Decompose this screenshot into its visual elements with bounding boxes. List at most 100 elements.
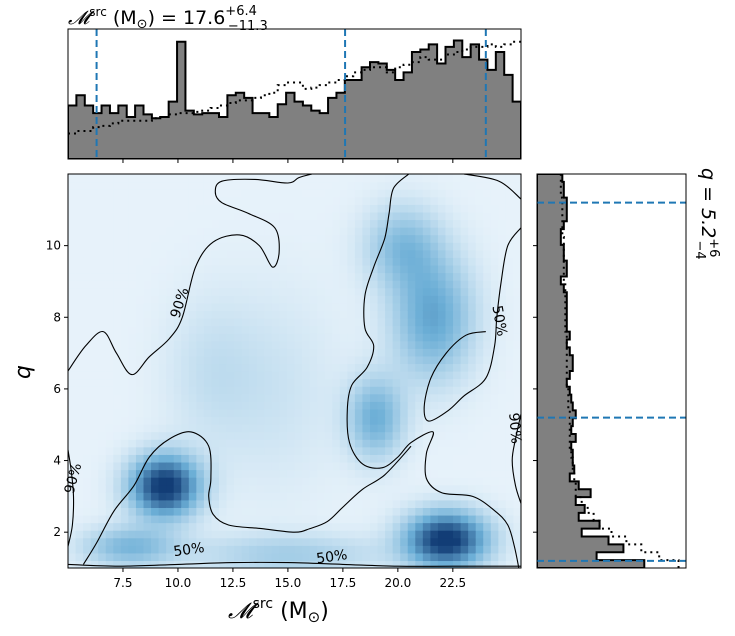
density-cell xyxy=(264,545,273,554)
density-cell xyxy=(279,234,288,243)
density-cell xyxy=(203,280,213,289)
density-cell xyxy=(505,545,515,554)
density-cell xyxy=(302,302,311,311)
density-cell xyxy=(332,272,341,281)
density-cell xyxy=(437,393,447,402)
density-cell xyxy=(377,249,386,258)
density-cell xyxy=(120,446,129,455)
density-cell xyxy=(445,386,454,395)
density-cell xyxy=(490,264,499,274)
density-cell xyxy=(211,514,220,524)
density-cell xyxy=(490,272,499,281)
density-cell xyxy=(120,204,129,213)
density-cell xyxy=(400,431,409,440)
density-cell xyxy=(219,287,228,296)
density-cell xyxy=(347,333,356,342)
density-cell xyxy=(468,454,477,463)
density-cell xyxy=(226,348,235,357)
density-cell xyxy=(309,378,318,387)
density-cell xyxy=(196,333,205,342)
density-cell xyxy=(347,386,356,395)
density-cell xyxy=(294,545,303,554)
density-cell xyxy=(68,325,77,334)
density-cell xyxy=(392,242,401,251)
density-cell xyxy=(113,424,122,433)
density-cell xyxy=(354,386,364,395)
density-cell xyxy=(422,424,431,433)
density-cell xyxy=(430,333,439,342)
density-cell xyxy=(385,325,394,334)
density-cell xyxy=(483,401,492,410)
density-cell xyxy=(83,386,92,395)
density-cell xyxy=(196,454,205,463)
density-cell xyxy=(513,499,521,508)
density-cell xyxy=(437,416,447,425)
density-cell xyxy=(294,507,303,516)
density-cell xyxy=(430,461,439,471)
density-cell xyxy=(354,363,364,372)
density-cell xyxy=(75,272,84,281)
density-cell xyxy=(271,348,280,357)
density-cell xyxy=(422,325,431,334)
density-cell xyxy=(234,272,243,281)
density-cell xyxy=(271,174,280,183)
density-cell xyxy=(143,416,152,425)
density-cell xyxy=(437,461,447,471)
density-cell xyxy=(294,514,303,524)
density-cell xyxy=(513,204,521,213)
density-cell xyxy=(475,287,484,296)
density-cell xyxy=(430,378,439,387)
density-cell xyxy=(317,363,326,372)
density-cell xyxy=(339,310,348,319)
density-cell xyxy=(173,333,182,342)
density-cell xyxy=(181,469,190,478)
density-cell xyxy=(347,522,356,531)
density-cell xyxy=(83,371,92,380)
density-cell xyxy=(468,257,477,266)
density-cell xyxy=(430,317,439,327)
density-cell xyxy=(211,371,220,380)
density-cell xyxy=(400,499,409,508)
density-cell xyxy=(98,371,107,380)
density-cell xyxy=(377,522,386,531)
density-cell xyxy=(271,545,280,554)
density-cell xyxy=(453,393,462,402)
density-cell xyxy=(234,196,243,205)
density-cell xyxy=(143,522,152,531)
density-cell xyxy=(332,204,341,213)
density-cell xyxy=(90,196,99,205)
density-cell xyxy=(234,257,243,266)
density-cell xyxy=(407,499,416,508)
density-cell xyxy=(151,454,160,463)
x-tick-label: 22.5 xyxy=(439,576,466,590)
density-cell xyxy=(128,408,137,418)
density-cell xyxy=(475,333,484,342)
density-cell xyxy=(188,424,197,433)
density-cell xyxy=(302,211,311,221)
density-cell xyxy=(68,333,77,342)
density-cell xyxy=(324,431,333,440)
density-cell xyxy=(317,371,326,380)
density-cell xyxy=(385,242,394,251)
density-cell xyxy=(370,537,379,546)
density-cell xyxy=(83,522,92,531)
density-cell xyxy=(256,514,265,524)
density-cell xyxy=(211,317,220,327)
density-cell xyxy=(475,537,484,546)
density-cell xyxy=(279,484,288,493)
density-cell xyxy=(339,174,348,183)
density-cell xyxy=(437,287,447,296)
density-cell xyxy=(234,310,243,319)
density-cell xyxy=(324,439,333,448)
density-cell xyxy=(135,439,145,448)
density-cell xyxy=(203,325,213,334)
density-cell xyxy=(113,287,122,296)
density-cell xyxy=(241,196,250,205)
density-cell xyxy=(173,280,182,289)
density-cell xyxy=(286,204,296,213)
density-cell xyxy=(339,227,348,236)
density-cell xyxy=(505,310,515,319)
density-cell xyxy=(392,272,401,281)
density-cell xyxy=(241,355,250,365)
density-cell xyxy=(468,371,477,380)
